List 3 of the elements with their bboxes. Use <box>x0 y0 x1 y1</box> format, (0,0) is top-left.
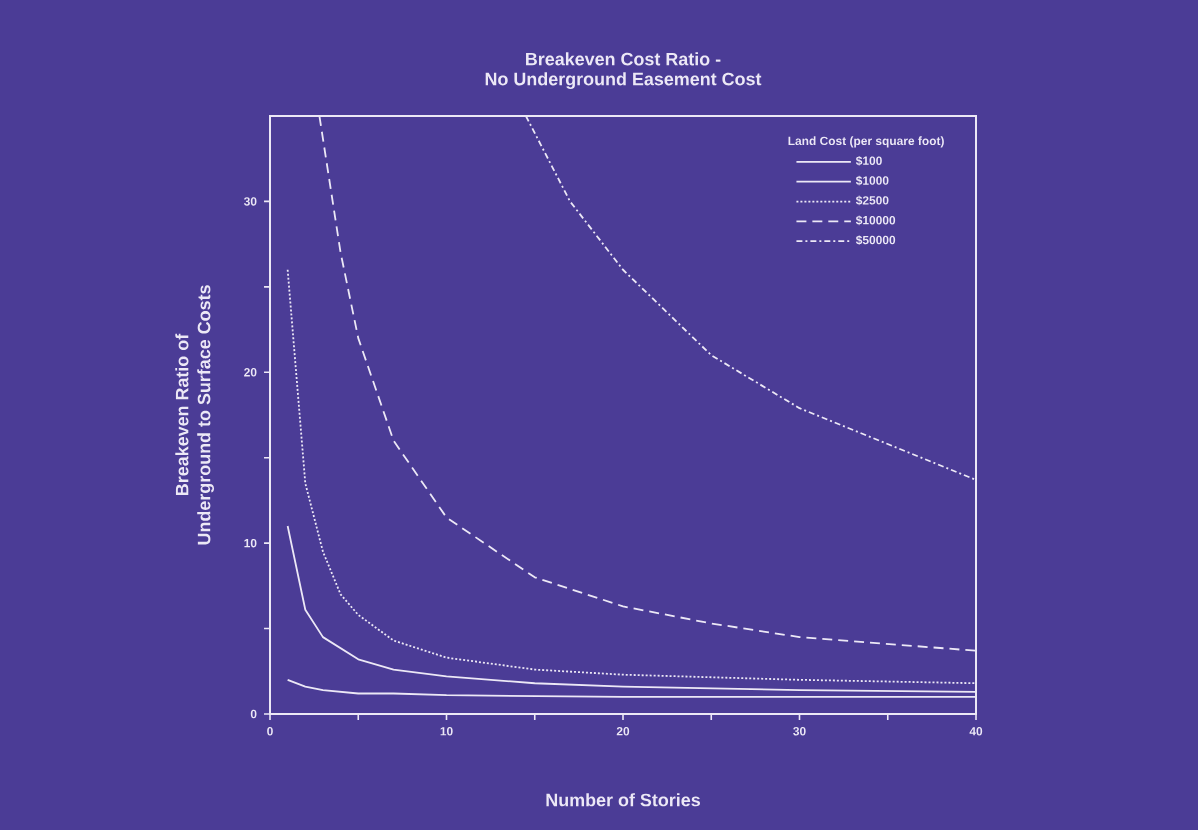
x-axis-title: Number of Stories <box>546 793 700 807</box>
chart-title: Breakeven Cost Ratio - No Underground Easement Cost <box>485 52 762 90</box>
y-axis-title: Breakeven Ratio of Underground to Surface Costs <box>175 285 215 545</box>
